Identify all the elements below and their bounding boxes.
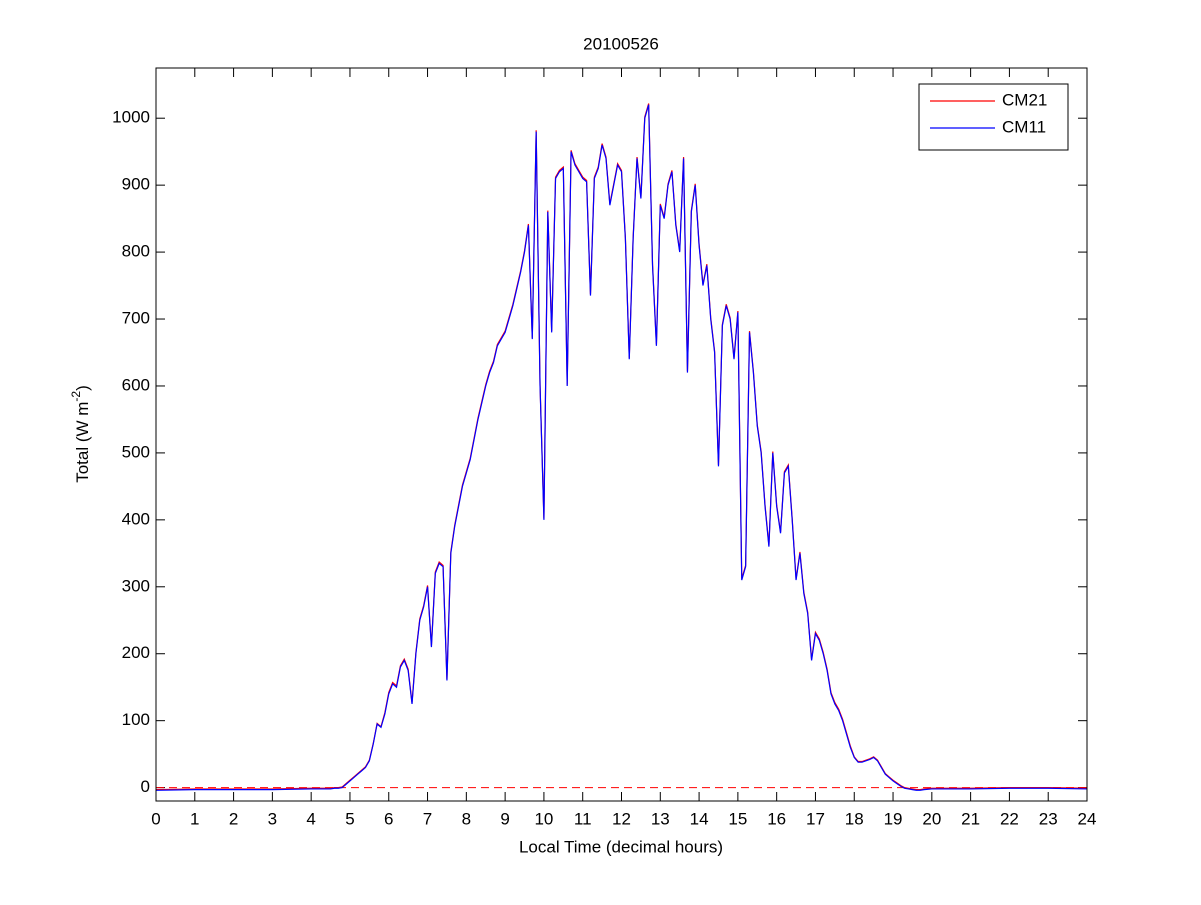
x-tick-label: 2 <box>229 809 238 828</box>
y-tick-label: 800 <box>122 242 150 261</box>
x-tick-label: 22 <box>1000 809 1019 828</box>
y-axis-label-superscript: -2 <box>69 391 83 402</box>
y-axis-label: Total (W m-2) <box>69 385 92 483</box>
y-tick-label: 300 <box>122 576 150 595</box>
y-tick-label: 600 <box>122 375 150 394</box>
x-tick-label: 19 <box>884 809 903 828</box>
x-tick-label: 18 <box>845 809 864 828</box>
y-tick-label: 1000 <box>112 108 150 127</box>
x-tick-label: 24 <box>1078 809 1097 828</box>
x-tick-label: 12 <box>612 809 631 828</box>
y-tick-label: 0 <box>141 777 150 796</box>
x-tick-label: 23 <box>1039 809 1058 828</box>
x-tick-label: 4 <box>306 809 315 828</box>
x-tick-label: 14 <box>690 809 709 828</box>
x-tick-label: 0 <box>151 809 160 828</box>
x-tick-label: 16 <box>767 809 786 828</box>
chart-title: 20100526 <box>583 34 659 53</box>
x-tick-label: 15 <box>728 809 747 828</box>
legend-label: CM21 <box>1002 90 1047 109</box>
y-tick-label: 900 <box>122 175 150 194</box>
y-axis-label-suffix: ) <box>73 385 92 391</box>
y-tick-label: 400 <box>122 509 150 528</box>
x-axis-label: Local Time (decimal hours) <box>519 837 723 856</box>
data-line <box>155 104 1088 791</box>
y-tick-label: 200 <box>122 643 150 662</box>
x-tick-label: 13 <box>651 809 670 828</box>
plot-frame <box>155 67 1088 802</box>
x-tick-label: 7 <box>423 809 432 828</box>
x-tick-label: 11 <box>574 809 592 828</box>
x-tick-label: 9 <box>500 809 509 828</box>
y-tick-label: 100 <box>122 710 150 729</box>
y-axis-label-text: Total (W m <box>73 402 92 483</box>
x-tick-label: 6 <box>384 809 393 828</box>
y-tick-label: 500 <box>122 442 150 461</box>
y-tick-label: 700 <box>122 309 150 328</box>
x-tick-label: 8 <box>462 809 471 828</box>
x-tick-label: 5 <box>345 809 354 828</box>
x-tick-label: 17 <box>806 809 825 828</box>
x-tick-label: 20 <box>922 809 941 828</box>
x-tick-label: 10 <box>534 809 553 828</box>
x-tick-label: 3 <box>268 809 277 828</box>
legend-label: CM11 <box>1002 117 1046 136</box>
legend-box <box>918 83 1069 151</box>
x-tick-label: 1 <box>190 809 199 828</box>
x-tick-label: 21 <box>961 809 980 828</box>
